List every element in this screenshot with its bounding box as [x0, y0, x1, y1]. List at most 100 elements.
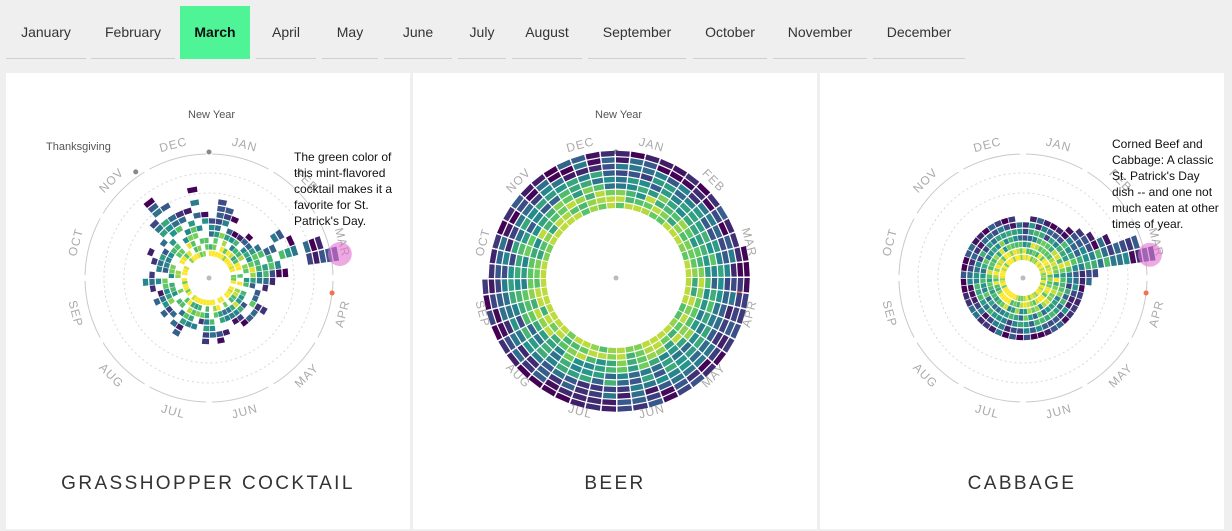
- week-cell: [553, 200, 565, 211]
- week-cell: [1116, 253, 1124, 266]
- week-cell: [219, 253, 225, 260]
- chart-title: CABBAGE: [967, 473, 1077, 494]
- week-cell: [709, 289, 717, 302]
- week-cell: [1059, 282, 1066, 288]
- week-cell: [564, 375, 578, 385]
- week-cell: [184, 297, 191, 304]
- week-cell: [722, 291, 730, 304]
- week-cell: [711, 265, 718, 277]
- center-dot: [613, 275, 619, 281]
- week-cell: [981, 311, 990, 320]
- week-cell: [241, 263, 248, 270]
- week-cell: [1025, 295, 1029, 302]
- week-cell: [670, 194, 683, 206]
- week-cell: [986, 307, 994, 315]
- week-cell: [175, 274, 181, 278]
- week-cell: [521, 267, 527, 278]
- tab-july[interactable]: July: [458, 6, 506, 59]
- week-cell: [240, 247, 248, 254]
- week-cell: [575, 167, 589, 177]
- week-cell: [179, 259, 186, 265]
- week-cell: [625, 346, 634, 353]
- week-cell: [528, 257, 536, 268]
- week-cell: [1003, 311, 1010, 318]
- week-cell: [670, 373, 685, 385]
- week-cell: [1039, 282, 1046, 286]
- tab-november[interactable]: November: [773, 6, 867, 59]
- week-cell: [1056, 291, 1063, 298]
- week-cell: [988, 299, 995, 307]
- week-cell: [1023, 302, 1027, 308]
- tab-february[interactable]: February: [91, 6, 175, 59]
- week-cell: [1038, 231, 1046, 239]
- tab-december[interactable]: December: [873, 6, 965, 59]
- week-cell: [209, 299, 213, 306]
- week-cell: [590, 384, 603, 392]
- week-cell: [717, 334, 729, 350]
- tab-august[interactable]: August: [512, 6, 582, 59]
- week-cell: [1034, 260, 1041, 266]
- week-cell: [972, 310, 981, 320]
- week-cell: [557, 205, 568, 216]
- week-cell: [998, 292, 1005, 298]
- month-label-aug: AUG: [910, 360, 940, 390]
- week-cell: [606, 196, 616, 203]
- week-cell: [209, 244, 213, 250]
- week-cell: [624, 203, 634, 210]
- week-cell: [724, 218, 735, 234]
- week-cell: [176, 298, 183, 305]
- week-cell: [506, 352, 520, 367]
- week-cell: [693, 246, 702, 258]
- week-cell: [1011, 320, 1018, 327]
- week-cell: [974, 283, 981, 290]
- week-cell: [997, 226, 1005, 234]
- week-cell: [580, 179, 592, 189]
- week-cell: [1009, 250, 1014, 257]
- week-cell: [1011, 229, 1018, 236]
- week-cell: [545, 243, 554, 254]
- tab-september[interactable]: September: [588, 6, 686, 59]
- week-cell: [161, 248, 170, 256]
- week-cell: [286, 235, 295, 247]
- week-cell: [578, 346, 589, 355]
- week-cell: [982, 245, 990, 253]
- week-cell: [1059, 250, 1067, 258]
- week-cell: [159, 238, 168, 247]
- week-cell: [1009, 299, 1015, 306]
- tab-october[interactable]: October: [693, 6, 767, 59]
- week-cell: [982, 321, 991, 330]
- week-cell: [562, 194, 574, 205]
- week-cell: [1023, 334, 1031, 341]
- week-cell: [540, 269, 547, 278]
- tab-march[interactable]: March: [180, 6, 250, 59]
- tab-june[interactable]: June: [384, 6, 452, 59]
- week-cell: [538, 216, 549, 228]
- week-cell: [641, 340, 651, 349]
- week-cell: [1046, 270, 1053, 275]
- week-cell: [684, 227, 694, 239]
- week-cell: [581, 368, 593, 377]
- week-cell: [259, 306, 268, 315]
- week-cell: [1003, 296, 1010, 303]
- tab-may[interactable]: May: [322, 6, 378, 59]
- week-cell: [159, 253, 167, 261]
- week-cell: [250, 309, 259, 318]
- tab-january[interactable]: January: [6, 6, 86, 59]
- week-cell: [262, 284, 269, 292]
- week-cell: [655, 374, 670, 385]
- tab-april[interactable]: April: [256, 6, 316, 59]
- week-cell: [560, 325, 570, 335]
- week-cell: [675, 207, 687, 218]
- week-cell: [223, 234, 231, 241]
- week-cell: [595, 358, 606, 366]
- week-cell: [508, 279, 515, 291]
- week-cell: [1066, 272, 1073, 278]
- week-cell: [1047, 274, 1053, 278]
- week-cell: [538, 317, 548, 329]
- week-cell: [573, 211, 583, 221]
- week-cell: [495, 264, 502, 278]
- week-cell: [693, 336, 705, 349]
- week-cell: [1086, 231, 1095, 242]
- week-cell: [1029, 216, 1038, 223]
- week-cell: [730, 307, 740, 322]
